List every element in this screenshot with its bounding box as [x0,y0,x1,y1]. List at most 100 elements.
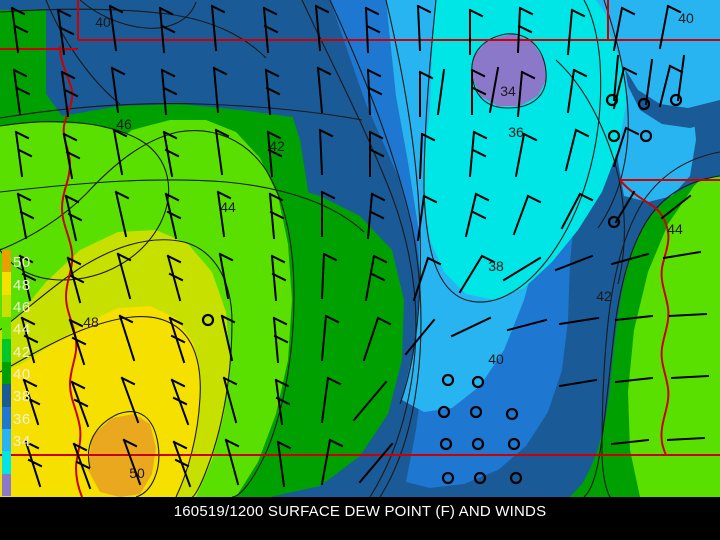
wind-barb [516,6,534,54]
wind-barb [612,66,638,110]
wind-barb [554,254,594,272]
color-scale-segment [2,384,11,407]
color-scale-label: 36 [13,410,31,428]
wind-barb [320,190,336,237]
wind-barb [614,314,654,322]
map-title: 160519/1200 SURFACE DEW POINT (F) AND WI… [173,503,547,520]
wind-barb [566,68,588,114]
map-canvas[interactable]: 40 46 42 44 34 36 40 38 42 44 48 40 50 [0,0,720,497]
wind-barb [364,254,388,302]
wind-barb [320,314,340,362]
wind-barb [24,440,43,488]
wind-barb [270,254,287,302]
wind-barb [60,70,79,118]
wind-barb [160,68,178,116]
wind-barb [512,194,542,236]
wind-barb [416,4,432,52]
wind-barb [560,192,594,230]
wind-barb [276,440,292,488]
wind-barb [358,442,394,484]
wind-barb [412,256,442,302]
wind-barb [210,4,226,52]
wind-barb [558,316,600,326]
wind-barb [118,314,136,362]
wind-barb [20,316,39,364]
wind-barb [514,132,538,178]
wind-barb [164,192,182,240]
contour-label: 42 [269,138,285,154]
fill-ne-38 [604,0,720,108]
color-scale-segment [2,361,11,385]
wind-barb [468,8,484,55]
wind-barb [222,376,238,424]
color-scale-segment [2,339,11,362]
color-scale-label: 50 [13,254,31,272]
wind-barb [612,126,640,168]
wind-barb [352,380,388,422]
wind-barb [116,252,132,300]
wind-barb [64,194,83,242]
state-boundaries [0,0,720,497]
wind-barb [56,8,75,56]
wind-barb [366,68,383,116]
wind-barb [464,192,490,238]
wind-barb [162,130,180,178]
wind-barb [436,68,446,116]
weather-map[interactable]: 40 46 42 44 34 36 40 38 42 44 48 40 50 [0,0,720,497]
color-scale-segment [2,250,11,273]
wind-barb [488,66,500,114]
title-bar: 160519/1200 SURFACE DEW POINT (F) AND WI… [0,497,720,540]
contour-label: 36 [508,124,524,140]
wind-barb [264,68,281,116]
wind-barb [320,376,342,424]
contour-label: 44 [220,199,236,215]
wind-barb [566,8,586,56]
wind-barb [170,378,190,426]
color-scale-label: 38 [13,388,31,406]
wind-barb [14,130,33,178]
wind-barb [658,64,684,108]
wind-barb [72,442,92,490]
wind-barb [220,314,236,362]
wind-barb [320,438,344,486]
wind-barb [366,192,386,240]
color-scale-label: 34 [13,433,31,451]
color-scale-segment [2,406,11,429]
dew-point-color-scale[interactable] [2,250,11,496]
wind-barb [612,54,620,102]
color-scale-label: 48 [13,276,31,294]
wind-barb [416,194,438,242]
wind-barb [18,254,37,302]
wind-barb [122,438,142,486]
wind-barb [644,58,654,106]
wind-barb [614,376,654,384]
fill-nw-darkblue [46,0,360,118]
contour-label: 40 [678,10,694,26]
contour-label-group: 40 46 42 44 34 36 40 38 42 44 48 40 50 [83,10,694,481]
wind-barb [668,312,708,318]
contour-label: 42 [596,288,612,304]
contour-label: 38 [488,258,504,274]
wind-barb [218,252,234,300]
wind-barb [62,132,81,180]
wind-barb [662,250,702,260]
color-scale-segment [2,272,11,295]
wind-barb [610,252,650,266]
wind-barb [316,66,332,114]
fill-32-34 [472,34,546,106]
color-scale-segment [2,428,11,452]
wind-barb [268,192,285,240]
wind-barb [168,316,186,364]
wind-barb [404,318,436,356]
wind-barb [564,128,590,172]
wind-barb [468,130,488,178]
color-scale-label: 46 [13,299,31,317]
wind-barb [224,438,240,486]
wind-barb [68,318,87,366]
wind-barb [612,6,636,52]
contour-label: 34 [500,83,516,99]
color-scale-segment [2,451,11,474]
wind-barb [670,374,710,380]
contour-label: 40 [95,14,111,30]
